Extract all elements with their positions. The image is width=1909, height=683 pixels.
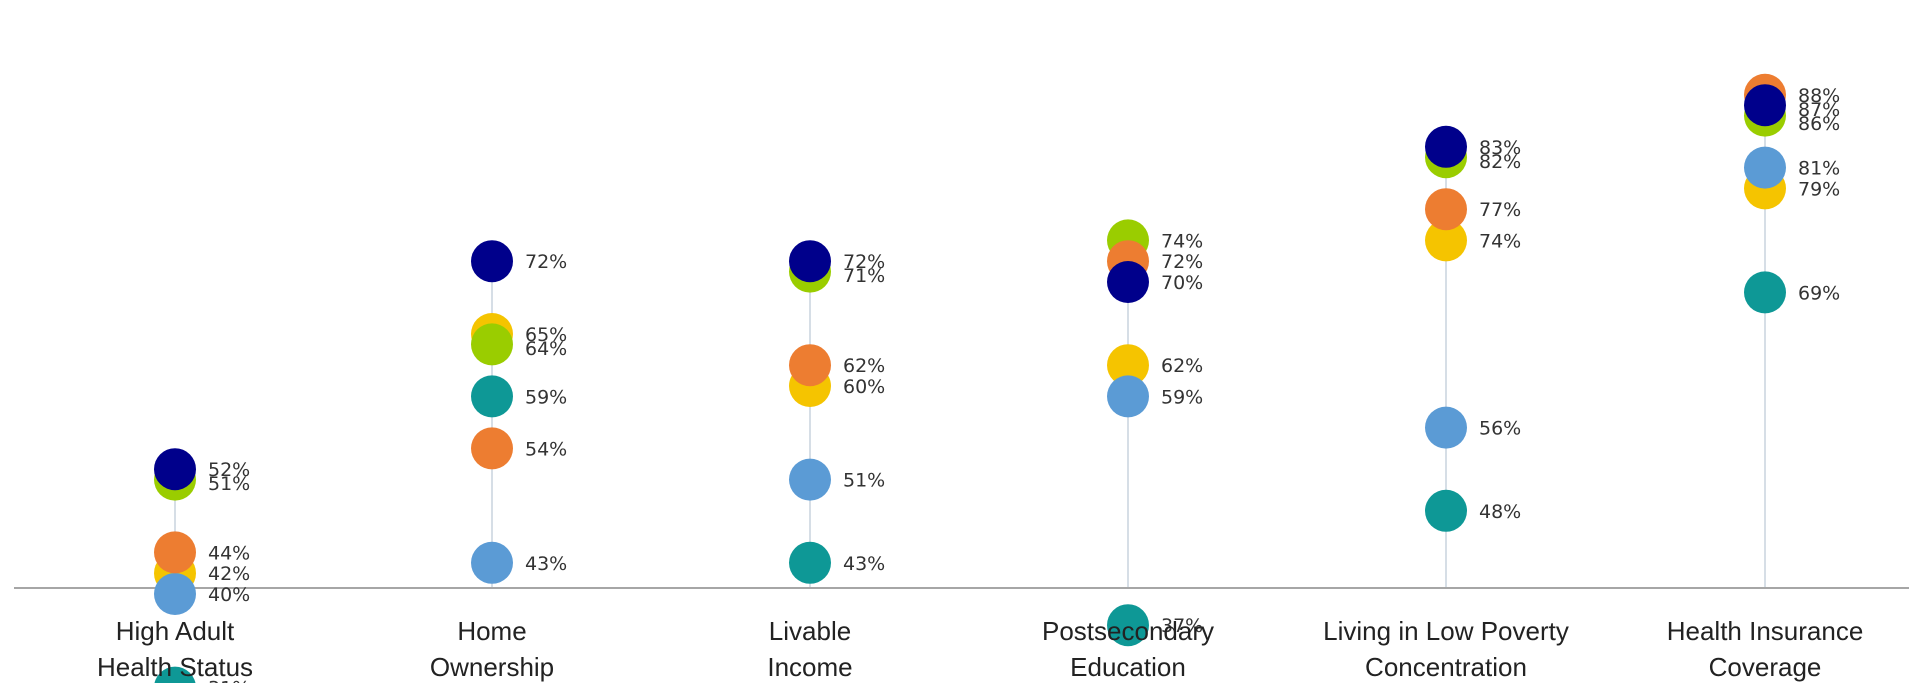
value-label-0-4: 40% — [208, 584, 250, 606]
value-labels-layer: 52%51%44%42%40%31%72%65%64%59%54%43%72%7… — [208, 85, 1840, 683]
value-label-3-2: 70% — [1161, 272, 1203, 294]
value-label-0-2: 44% — [208, 542, 250, 564]
value-label-5-2: 86% — [1798, 113, 1840, 135]
value-label-1-5: 43% — [525, 553, 567, 575]
value-label-1-2: 64% — [525, 338, 567, 360]
value-label-3-3: 62% — [1161, 355, 1203, 377]
stems-layer — [174, 94, 1766, 588]
data-point-5-1 — [1744, 146, 1786, 189]
value-label-5-5: 69% — [1798, 282, 1840, 304]
data-point-3-0 — [1107, 344, 1149, 387]
value-label-5-3: 81% — [1798, 158, 1840, 180]
value-label-4-5: 48% — [1479, 501, 1521, 523]
data-point-4-4 — [1425, 188, 1467, 231]
data-point-1-2 — [471, 375, 513, 418]
category-label-2-0: Livable — [769, 616, 851, 646]
data-point-3-2 — [1107, 604, 1149, 647]
value-label-5-0: 88% — [1798, 85, 1840, 107]
value-label-2-3: 60% — [843, 376, 885, 398]
value-label-0-3: 42% — [208, 563, 250, 585]
data-point-4-0 — [1425, 219, 1467, 262]
value-label-5-1: 87% — [1798, 99, 1840, 121]
data-point-2-4 — [789, 344, 831, 387]
category-label-1-0: Home — [457, 616, 526, 646]
data-point-3-5 — [1107, 261, 1149, 303]
data-point-0-1 — [154, 573, 196, 615]
data-point-2-2 — [789, 541, 831, 584]
category-labels-layer: High Adult Health Status Home Ownership Liva… — [97, 616, 1863, 682]
value-label-3-4: 59% — [1161, 386, 1203, 408]
data-point-3-1 — [1107, 375, 1149, 418]
value-label-4-2: 77% — [1479, 199, 1521, 221]
category-label-1-1: Ownership — [430, 652, 554, 682]
category-label-0-0: High Adult — [116, 616, 235, 646]
value-label-0-0: 52% — [208, 459, 250, 481]
data-point-0-4 — [154, 531, 196, 574]
data-point-1-4 — [471, 427, 513, 470]
value-label-0-5: 31% — [208, 678, 250, 683]
value-label-4-1: 82% — [1479, 151, 1521, 173]
data-point-1-5 — [471, 240, 513, 283]
value-label-3-5: 37% — [1161, 615, 1203, 637]
data-point-1-3 — [471, 323, 513, 366]
value-label-1-4: 54% — [525, 438, 567, 460]
value-label-1-0: 72% — [525, 251, 567, 273]
value-label-2-4: 51% — [843, 470, 885, 492]
value-label-4-4: 56% — [1479, 418, 1521, 440]
data-point-0-2 — [154, 666, 196, 683]
data-point-2-1 — [789, 458, 831, 501]
category-label-3-0: Postsecondary — [1042, 616, 1214, 646]
value-label-3-1: 72% — [1161, 251, 1203, 273]
data-point-2-5 — [789, 240, 831, 283]
data-point-1-1 — [471, 541, 513, 584]
value-label-5-4: 79% — [1798, 178, 1840, 200]
data-point-5-2 — [1744, 271, 1786, 314]
data-point-4-1 — [1425, 406, 1467, 449]
value-label-0-1: 51% — [208, 473, 250, 495]
data-point-0-5 — [154, 448, 196, 491]
value-label-1-1: 65% — [525, 324, 567, 346]
value-label-4-0: 83% — [1479, 137, 1521, 159]
category-label-4-1: Concentration — [1365, 652, 1527, 682]
category-label-3-1: Education — [1070, 652, 1186, 682]
category-label-0-1: Health Status — [97, 652, 253, 682]
category-label-2-1: Income — [767, 652, 852, 682]
data-point-5-5 — [1744, 84, 1786, 127]
value-label-1-3: 59% — [525, 386, 567, 408]
category-label-4-0: Living in Low Poverty — [1323, 616, 1569, 646]
value-label-3-0: 74% — [1161, 230, 1203, 252]
dots-layer — [154, 73, 1786, 683]
data-point-4-2 — [1425, 489, 1467, 532]
value-label-2-2: 62% — [843, 355, 885, 377]
value-label-2-1: 71% — [843, 265, 885, 287]
category-label-5-0: Health Insurance — [1667, 616, 1864, 646]
value-label-2-0: 72% — [843, 251, 885, 273]
value-label-4-3: 74% — [1479, 230, 1521, 252]
value-label-2-5: 43% — [843, 553, 885, 575]
category-label-5-1: Coverage — [1709, 652, 1822, 682]
data-point-4-5 — [1425, 125, 1467, 168]
